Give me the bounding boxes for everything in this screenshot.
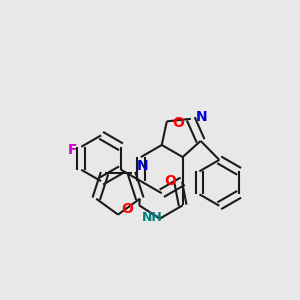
- Text: F: F: [68, 143, 77, 157]
- Text: O: O: [172, 116, 184, 130]
- Text: NH: NH: [142, 211, 163, 224]
- Text: O: O: [164, 174, 176, 188]
- Text: N: N: [136, 160, 148, 173]
- Text: O: O: [121, 202, 133, 216]
- Text: N: N: [196, 110, 208, 124]
